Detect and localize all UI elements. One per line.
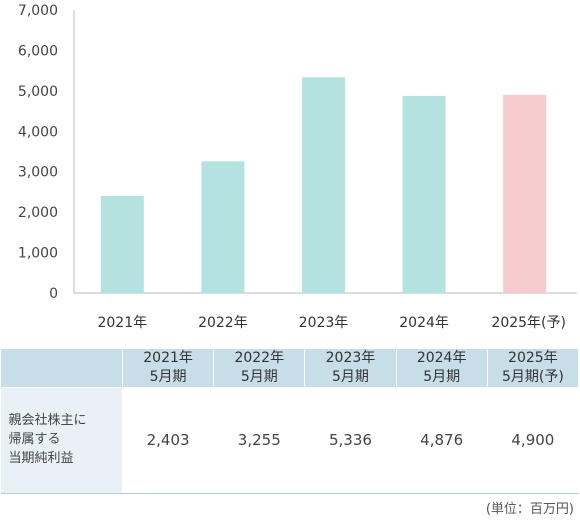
unit-note: (単位：百万円) xyxy=(485,502,574,517)
bar xyxy=(201,161,245,293)
bar-chart: 0 1,000 2,000 3,000 4,000 5,000 6,000 7,000 202… xyxy=(18,3,577,331)
y-tick-label: 0 xyxy=(49,286,58,302)
table-header-2023: 2023年 5月期 xyxy=(304,348,397,388)
table-row: 親会社株主に 帰属する 当期純利益 2,403 3,255 5,336 4,876 … xyxy=(0,386,580,495)
table-header-2024: 2024年 5月期 xyxy=(395,348,488,388)
bar xyxy=(503,94,547,294)
table-header-row: 2021年 5月期 2022年 5月期 2023年 5月期 2024年 5月期 2025… xyxy=(0,348,580,388)
table-cell-2023: 5,336 xyxy=(304,386,397,495)
y-tick-label: 7,000 xyxy=(18,3,58,19)
x-tick-label: 2022年 xyxy=(198,315,248,331)
table-header-2021: 2021年 5月期 xyxy=(121,348,215,388)
y-tick-label: 1,000 xyxy=(18,246,58,262)
table-corner-cell xyxy=(0,348,123,388)
table-header-2022: 2022年 5月期 xyxy=(213,348,306,388)
y-tick-label: 5,000 xyxy=(18,84,58,100)
table-header-2025: 2025年 5月期(予) xyxy=(486,348,580,388)
x-tick-label: 2021年 xyxy=(97,315,147,331)
x-tick-label: 2024年 xyxy=(399,315,449,331)
table-cell-2022: 3,255 xyxy=(213,386,306,495)
bar xyxy=(302,77,345,294)
y-tick-label: 6,000 xyxy=(18,43,58,59)
row-label-net-income: 親会社株主に 帰属する 当期純利益 xyxy=(0,386,123,495)
bar xyxy=(402,95,446,293)
bar xyxy=(100,195,144,293)
table-cell-2025: 4,900 xyxy=(486,386,580,495)
table-cell-2021: 2,403 xyxy=(121,386,215,495)
y-tick-label: 2,000 xyxy=(18,205,58,221)
x-tick-label: 2025年(予) xyxy=(491,315,566,331)
y-tick-label: 3,000 xyxy=(18,165,58,181)
data-table: 2021年 5月期 2022年 5月期 2023年 5月期 2024年 5月期 2025… xyxy=(0,348,580,495)
x-tick-label: 2023年 xyxy=(299,315,349,331)
y-tick-label: 4,000 xyxy=(18,124,58,140)
table-cell-2024: 4,876 xyxy=(395,386,488,495)
